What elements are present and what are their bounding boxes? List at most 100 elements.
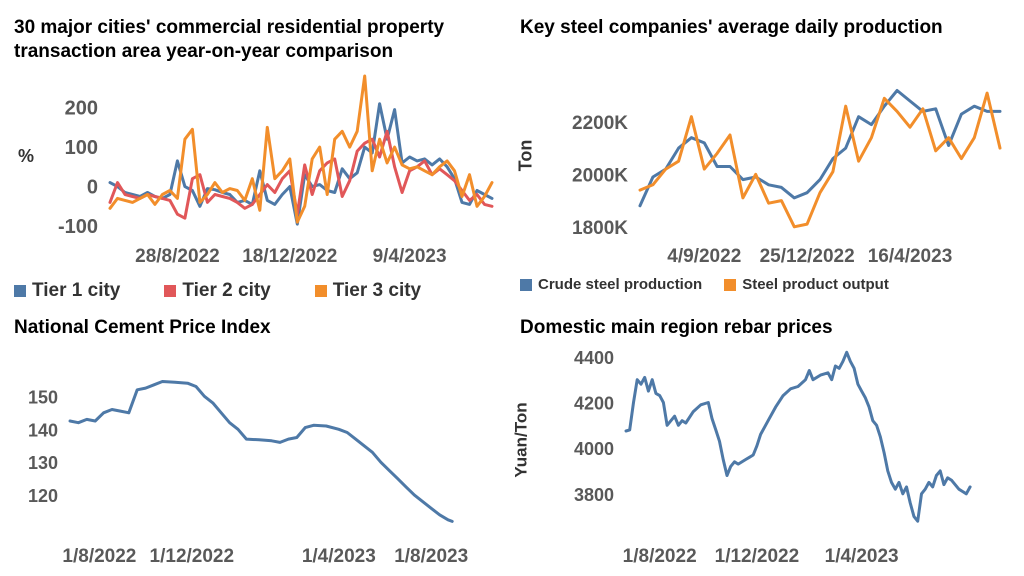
chart4-series-0-point [647,390,650,392]
chart3-series-0-point [86,418,88,421]
chart2-series-0-point [870,123,873,126]
chart2-series-1-point [896,110,898,113]
chart1-series-1-point [483,203,486,206]
chart2-series-1-point [677,160,680,162]
chart4-series-0-point [845,351,848,354]
chart3-series-0-point [430,507,433,510]
chart2-series-0-point [819,178,821,181]
chart2-series-1-point [754,173,757,176]
chart1-series-0-point [446,166,448,168]
chart4-series-0-point [950,479,953,481]
chart4-series-0-point [819,374,822,376]
chart3-series-0-point [438,514,441,516]
legend-swatch-tier2 [164,285,177,297]
chart4-series-0-point [722,458,724,461]
chart1-series-2-point [446,160,448,162]
chart1-series-0-point [431,164,433,166]
chart1-series-2-point [124,199,126,202]
chart4-series-0-point [920,493,923,495]
chart1-series-2-point [289,158,291,160]
chart1-series-1-point [169,199,171,202]
chart2-series-0-point [806,191,808,194]
chart2-series-1-point [922,108,924,110]
chart1-series-2-point [363,75,366,77]
chart1-series-2-point [303,205,306,208]
chart1-series-2-point [229,187,231,190]
chart2-series-1-point [652,184,654,186]
legend-label-tier2: Tier 2 city [182,280,271,301]
chart1-series-0-point [266,199,269,202]
chart1-series-1-point [401,191,403,194]
chart3-series-0-point [212,402,214,404]
chart1-series-2-point [438,166,441,168]
chart1-ytick-label: 0 [87,177,98,199]
chart4-series-0-point [744,458,747,461]
chart4-series-0-point [928,481,930,484]
chart1-xtick-label: 28/8/2022 [135,246,220,267]
chart4-series-0-point [965,493,968,495]
chart1-series-1-point [191,177,194,180]
chart1-series-2-point [244,199,246,202]
chart4-series-0-point [842,360,844,363]
chart4-xtick-label: 1/8/2022 [623,546,697,567]
chart2-series-1-point [960,157,963,160]
chart4-series-0-point [909,502,911,504]
chart1-series-1-point [214,193,216,196]
chart1-series-2-point [116,197,119,200]
chart3-xtick-label: 1/12/2022 [150,546,235,567]
chart1-series-2-point [199,201,201,204]
chart3-series-0-point [422,500,424,503]
chart2-series-1-point [857,160,860,162]
chart3-series-0-point [186,382,189,385]
chart3-xtick-label: 1/8/2023 [394,546,468,567]
chart4-series-0-point [670,419,672,422]
chart3-series-0-point [153,384,155,386]
chart4-series-0-point [838,367,840,370]
chart2-ytick-label: 1800K [572,218,628,239]
chart1-series-2-point [184,138,186,140]
chart3-series-0-point [451,520,454,523]
chart1-series-0-point [109,181,111,184]
chart2-series-1-point [973,136,976,139]
chart3-series-0-point [354,438,357,440]
chart3-series-0-point [237,428,239,431]
chart1-series-2-point [408,168,411,170]
chart1-series-2-point [161,193,164,196]
chart4-series-0-point [954,483,956,486]
chart2-series-1-point [639,189,641,191]
chart1-series-2-point [356,130,359,133]
chart3-series-line-0 [68,380,454,523]
chart2-series-0-point [690,136,693,139]
chart1-series-1-point [116,181,119,184]
chart2-series-1-point [832,170,834,173]
chart3-xtick-label: 1/8/2022 [62,546,136,567]
chart1-series-0-point [438,158,441,160]
chart4-series-0-point [715,429,717,431]
chart1-series-0-point [318,183,321,186]
chart1-series-2-point [333,138,336,140]
chart1-series-0-point [476,189,478,192]
legend-item-tier3: Tier 3 city [314,280,421,302]
chart3-series-0-point [228,421,231,424]
chart4-series-0-point [632,401,635,404]
chart2-series-0-point [793,197,796,199]
chart4-series-0-point [756,445,758,447]
chart1-series-1-point [491,205,493,208]
chart4-series-0-point [748,456,751,459]
chart3-series-0-point [338,428,340,431]
chart4-series-0-point [916,520,919,522]
chart1-series-2-point [416,166,418,168]
chart1-series-2-point [146,193,149,196]
chart4-series-0-point [700,404,702,406]
chart1-series-1-point [229,197,231,200]
chart3-ytick-label: 130 [28,453,58,473]
chart4-series-0-point [774,406,777,408]
chart1-series-0-point [206,187,209,190]
chart1-series-0-point [363,146,366,148]
chart1-series-0-point [169,193,171,196]
chart2-series-0-point [742,178,744,181]
legend-swatch-steel-product [724,278,737,291]
chart4-series-0-point [898,481,900,484]
chart4-series-0-point [890,481,893,484]
chart2-series-0-point [677,147,680,149]
